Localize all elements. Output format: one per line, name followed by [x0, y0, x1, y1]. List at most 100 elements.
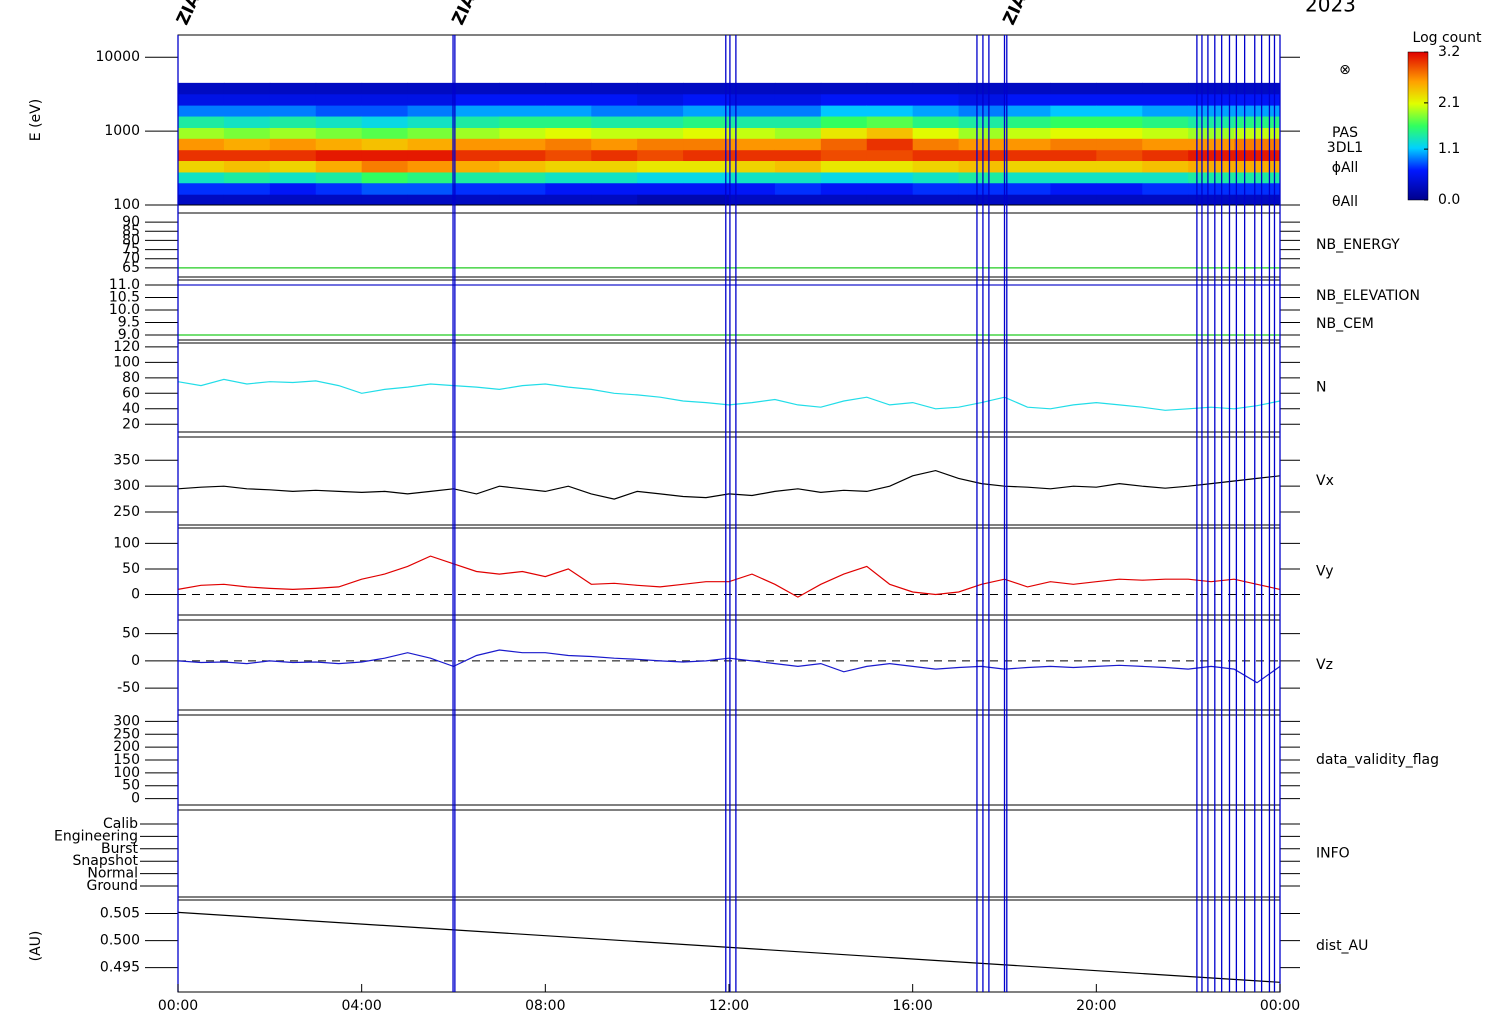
heatmap-cell	[1188, 138, 1235, 151]
heatmap-cell	[866, 160, 914, 173]
y-category-label: Normal	[87, 866, 138, 882]
heatmap-cell	[223, 138, 271, 151]
y-tick-label: 50	[122, 778, 140, 794]
heatmap-cell	[1142, 160, 1189, 173]
heatmap-cell	[1096, 127, 1143, 139]
heatmap-cell	[958, 127, 1005, 139]
heatmap-cell	[269, 127, 317, 139]
heatmap-cell	[223, 127, 271, 139]
heatmap-cell	[223, 171, 271, 184]
heatmap-cell	[1188, 105, 1235, 117]
series-label: NB_ENERGY	[1316, 237, 1400, 253]
heatmap-cell	[545, 105, 592, 117]
heatmap-cell	[1188, 149, 1235, 162]
heatmap-cell	[499, 138, 546, 151]
heatmap-cell	[637, 127, 684, 139]
heatmap-cell	[223, 194, 271, 206]
heatmap-cell	[269, 171, 317, 184]
heatmap-cell	[912, 127, 960, 139]
y-tick-label: 150	[113, 752, 140, 768]
series-label: Vx	[1316, 473, 1334, 489]
heatmap-cell	[1050, 116, 1097, 128]
heatmap-cell	[1188, 194, 1235, 206]
y-tick-label: 10.0	[109, 302, 140, 318]
heatmap-cell	[683, 105, 730, 117]
heatmap-cell	[683, 149, 730, 162]
heatmap-cell	[453, 82, 500, 95]
heatmap-cell	[361, 171, 409, 184]
x-tick-label: 08:00	[525, 998, 565, 1014]
heatmap-cell	[1234, 138, 1281, 151]
heatmap-cell	[912, 171, 960, 184]
heatmap-cell	[1050, 82, 1097, 95]
heatmap-cell	[683, 138, 730, 151]
heatmap-cell	[820, 116, 868, 128]
heatmap-cell	[866, 82, 914, 95]
heatmap-cell	[591, 127, 638, 139]
heatmap-cell	[1004, 105, 1051, 117]
heatmap-cell	[1234, 93, 1281, 106]
y-tick-label: 100	[113, 765, 140, 781]
heatmap-cell	[866, 149, 914, 162]
heatmap-cell	[958, 93, 1005, 106]
y-tick-label: 70	[122, 251, 140, 267]
heatmap-cell	[729, 116, 776, 128]
heatmap-cell	[1142, 105, 1189, 117]
heatmap-cell	[637, 82, 684, 95]
heatmap-cell	[1096, 105, 1143, 117]
heatmap-cell	[361, 93, 409, 106]
y-tick-label: 250	[113, 504, 140, 520]
heatmap-cell	[958, 138, 1005, 151]
heatmap-cell	[591, 182, 638, 195]
heatmap-cell	[1004, 160, 1051, 173]
heatmap-cell	[407, 149, 454, 162]
heatmap-cell	[453, 93, 500, 106]
heatmap-cell	[269, 194, 317, 206]
series-line	[177, 649, 1281, 684]
side-label: PAS	[1332, 125, 1358, 141]
heatmap-cell	[361, 82, 409, 95]
heatmap-cell	[223, 160, 271, 173]
heatmap-cell	[1142, 138, 1189, 151]
y-category-label: Calib	[103, 816, 138, 832]
y-tick-label: -50	[117, 680, 140, 696]
heatmap-cell	[958, 149, 1005, 162]
heatmap-cell	[545, 171, 592, 184]
side-label: ⊗	[1339, 62, 1351, 78]
colorbar-tick-label: 0.0	[1438, 192, 1460, 208]
heatmap-cell	[1188, 116, 1235, 128]
heatmap-cell	[1096, 171, 1143, 184]
colorbar	[1407, 51, 1429, 201]
heatmap-cell	[591, 82, 638, 95]
heatmap-cell	[1004, 182, 1051, 195]
heatmap-cell	[407, 116, 454, 128]
heatmap-cell	[1004, 194, 1051, 206]
heatmap-cell	[453, 194, 500, 206]
heatmap-cell	[1050, 171, 1097, 184]
heatmap-cell	[1188, 182, 1235, 195]
heatmap-cell	[499, 93, 546, 106]
heatmap-cell	[545, 82, 592, 95]
heatmap-cell	[866, 194, 914, 206]
heatmap-cell	[1004, 93, 1051, 106]
heatmap-cell	[912, 138, 960, 151]
heatmap-cell	[591, 116, 638, 128]
y-tick-label: 0.495	[100, 960, 140, 976]
heatmap-cell	[361, 149, 409, 162]
heatmap-cell	[729, 127, 776, 139]
heatmap-cell	[269, 105, 317, 117]
heatmap-cell	[637, 171, 684, 184]
x-tick-label: 00:00	[1260, 998, 1300, 1014]
heatmap-cell	[223, 93, 271, 106]
heatmap-cell	[453, 116, 500, 128]
heatmap-cell	[1050, 127, 1097, 139]
heatmap-cell	[1234, 160, 1281, 173]
heatmap-cell	[1004, 116, 1051, 128]
heatmap-cell	[545, 160, 592, 173]
y-tick-label: 100	[113, 197, 140, 213]
heatmap-cell	[1142, 194, 1189, 206]
heatmap-cell	[178, 160, 225, 173]
heatmap-cell	[269, 182, 317, 195]
y-tick-label: 1000	[104, 123, 140, 139]
heatmap-cell	[1096, 116, 1143, 128]
